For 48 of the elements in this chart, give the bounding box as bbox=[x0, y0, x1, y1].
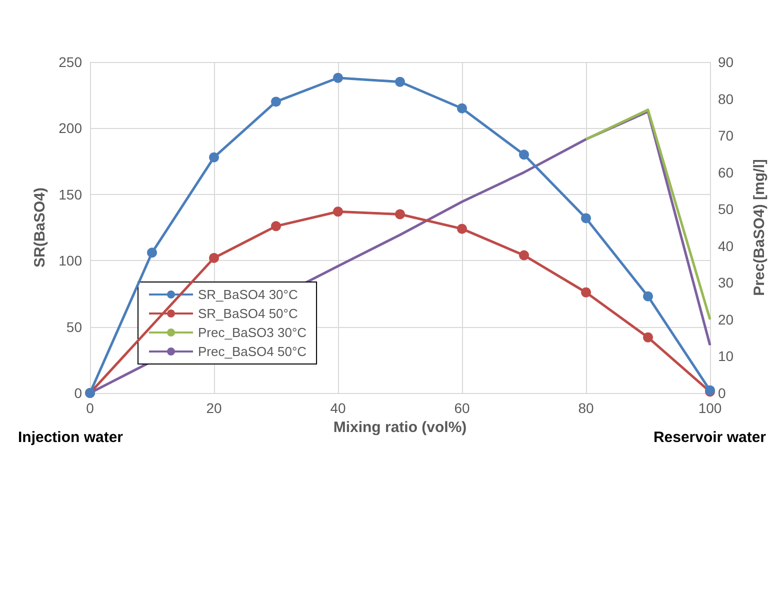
x-tick-label: 0 bbox=[86, 400, 94, 416]
point bbox=[209, 152, 219, 162]
text: Reservoir water bbox=[653, 429, 766, 446]
y-axis-title: SR(BaSO4) bbox=[32, 187, 49, 268]
y2-tick-label: 70 bbox=[718, 128, 734, 144]
point bbox=[519, 150, 529, 160]
point bbox=[457, 103, 467, 114]
point bbox=[457, 224, 467, 234]
y2-axis-title: Prec(BaSO4) [mg/l] bbox=[751, 159, 768, 296]
y2-tick-label: 60 bbox=[718, 164, 734, 180]
point bbox=[147, 248, 157, 258]
y2-tick-label: 90 bbox=[718, 54, 734, 70]
y2-tick-label: 20 bbox=[718, 311, 734, 328]
y2-tick-label: 10 bbox=[718, 348, 734, 364]
x-axis-title: Mixing ratio (vol%) bbox=[333, 418, 467, 436]
point bbox=[209, 252, 219, 263]
y-tick-label: 0 bbox=[74, 385, 82, 401]
point bbox=[519, 250, 529, 260]
y-tick-label: 250 bbox=[58, 54, 82, 70]
x-tick-label: 100 bbox=[698, 400, 722, 416]
legend-label: Prec_BaSO4 50°C bbox=[198, 344, 307, 359]
y2-tick-label: 80 bbox=[718, 90, 734, 107]
point bbox=[581, 287, 591, 298]
point bbox=[271, 96, 281, 107]
y-tick-label: 200 bbox=[58, 120, 82, 136]
point bbox=[395, 76, 405, 87]
legend-label: Prec_BaSO3 30°C bbox=[198, 325, 307, 340]
y-tick-label: 150 bbox=[58, 186, 82, 202]
legend-label: SR_BaSO4 30°C bbox=[198, 287, 298, 302]
point bbox=[333, 206, 343, 217]
x-tick-label: 60 bbox=[454, 400, 470, 416]
legend-label: SR_BaSO4 50°C bbox=[198, 306, 298, 321]
point bbox=[271, 221, 281, 232]
y2-tick-label: 40 bbox=[718, 238, 734, 254]
x-tick-label: 40 bbox=[330, 400, 346, 416]
y2-tick-label: 50 bbox=[718, 201, 734, 218]
y2-tick-label: 0 bbox=[718, 385, 726, 401]
text: Injection water bbox=[18, 429, 124, 446]
y2-tick-label: 30 bbox=[718, 274, 734, 291]
point bbox=[395, 209, 405, 220]
x-tick-label: 20 bbox=[206, 400, 222, 416]
y-tick-label: 100 bbox=[58, 252, 82, 269]
x-tick-label: 80 bbox=[578, 400, 594, 416]
point bbox=[581, 213, 591, 224]
point bbox=[643, 291, 653, 302]
point bbox=[333, 72, 343, 83]
y-tick-label: 50 bbox=[66, 318, 82, 335]
point bbox=[643, 332, 653, 342]
